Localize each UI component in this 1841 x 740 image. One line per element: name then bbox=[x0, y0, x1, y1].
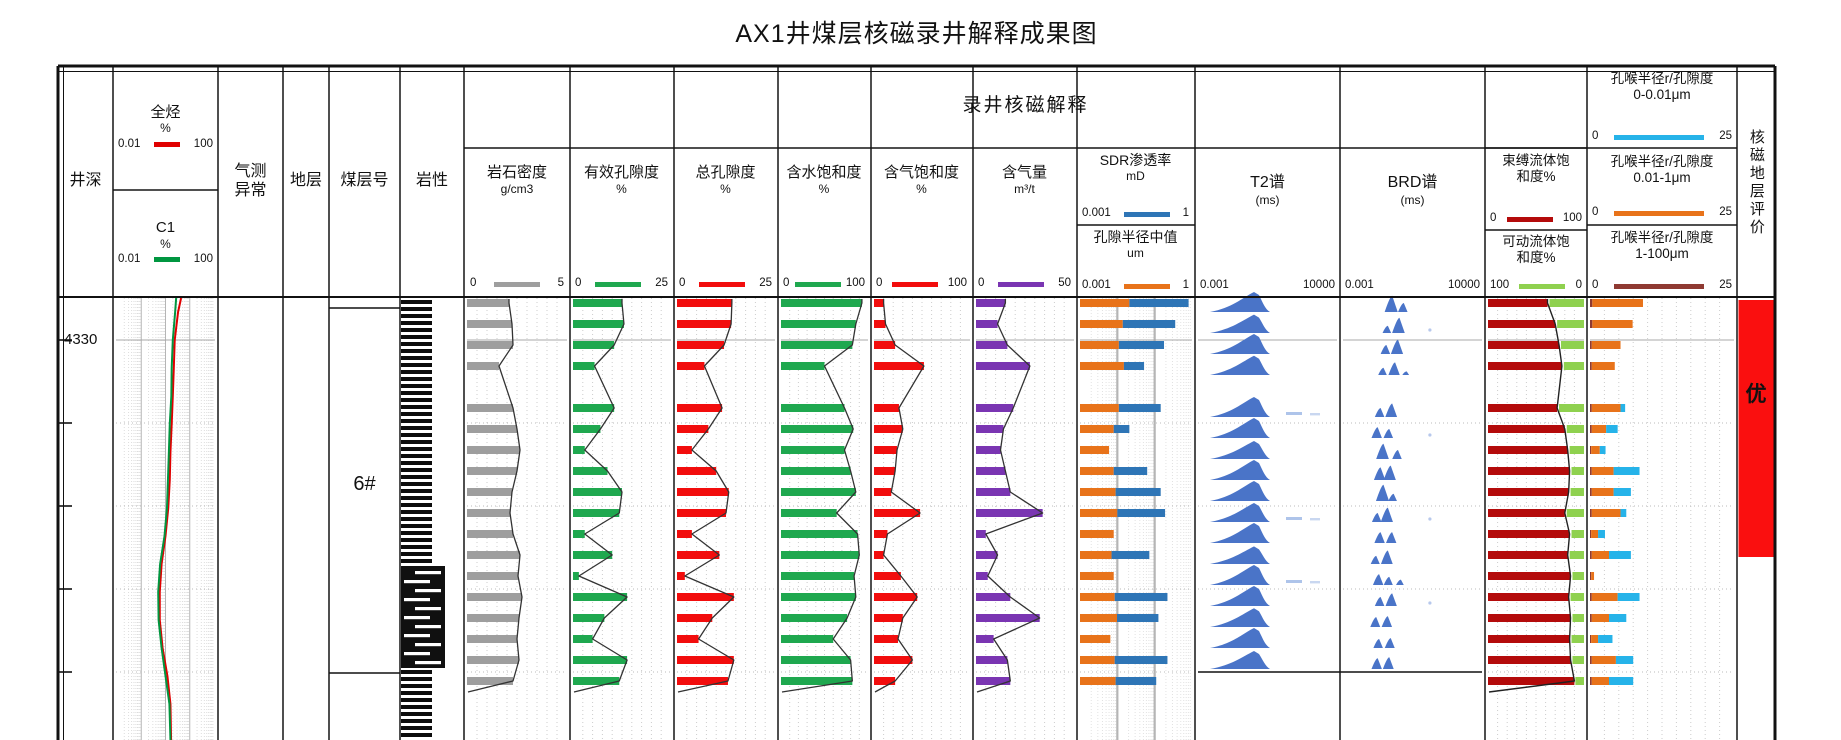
evaluation-value: 优 bbox=[1745, 382, 1767, 406]
throat-radius-header-2: 孔喉半径r/孔隙度 0.01-1μm 0 25 bbox=[1592, 154, 1732, 219]
gas-anomaly-header: 气测 异常 bbox=[234, 162, 267, 199]
t2-spectrum-header: T2谱 (ms) 0.001 10000 bbox=[1200, 174, 1335, 292]
throat-radius-header-1: 孔喉半径r/孔隙度 0-0.01μm 0 25 bbox=[1592, 71, 1732, 143]
total-hydrocarbon-header: 全烃 % 0.01 100 bbox=[118, 103, 213, 150]
brd-spectrum-header: BRD谱 (ms) 0.001 10000 bbox=[1345, 174, 1480, 292]
bound-fluid-header: 束缚流体饱 和度% 0 100 bbox=[1490, 153, 1582, 225]
effective-porosity-header: 有效孔隙度% 0 25 bbox=[575, 164, 668, 290]
seam-number-header: 煤层号 bbox=[340, 172, 389, 190]
throat-radius-header-3: 孔喉半径r/孔隙度 1-100μm 0 25 bbox=[1592, 230, 1732, 292]
gas-saturation-header: 含气饱和度% 0 100 bbox=[876, 164, 967, 290]
sdr-permeability-header: SDR渗透率 mD 0.001 1 bbox=[1082, 152, 1189, 220]
nmr-evaluation-header: 核磁地层评价 bbox=[1747, 129, 1765, 237]
nmr-group-header: 录井核磁解释 bbox=[962, 94, 1089, 116]
pore-radius-median-header: 孔隙半径中值 um 0.001 1 bbox=[1082, 229, 1189, 292]
total-porosity-header: 总孔隙度% 0 25 bbox=[679, 164, 772, 290]
page-title: AX1井煤层核磁录井解释成果图 bbox=[735, 20, 1098, 48]
movable-fluid-header: 可动流体饱 和度% 100 0 bbox=[1490, 234, 1582, 292]
water-saturation-header: 含水饱和度% 0 100 bbox=[783, 164, 865, 290]
depth-column-header: 井深 bbox=[69, 172, 102, 190]
gas-content-header: 含气量 m³/t 0 50 bbox=[978, 164, 1071, 290]
c1-header: C1 % 0.01 100 bbox=[118, 219, 213, 266]
lithology-header: 岩性 bbox=[415, 172, 448, 190]
formation-header: 地层 bbox=[289, 172, 322, 190]
depth-tick-label: 4330 bbox=[64, 331, 98, 348]
coal-seam-number: 6# bbox=[353, 473, 376, 496]
